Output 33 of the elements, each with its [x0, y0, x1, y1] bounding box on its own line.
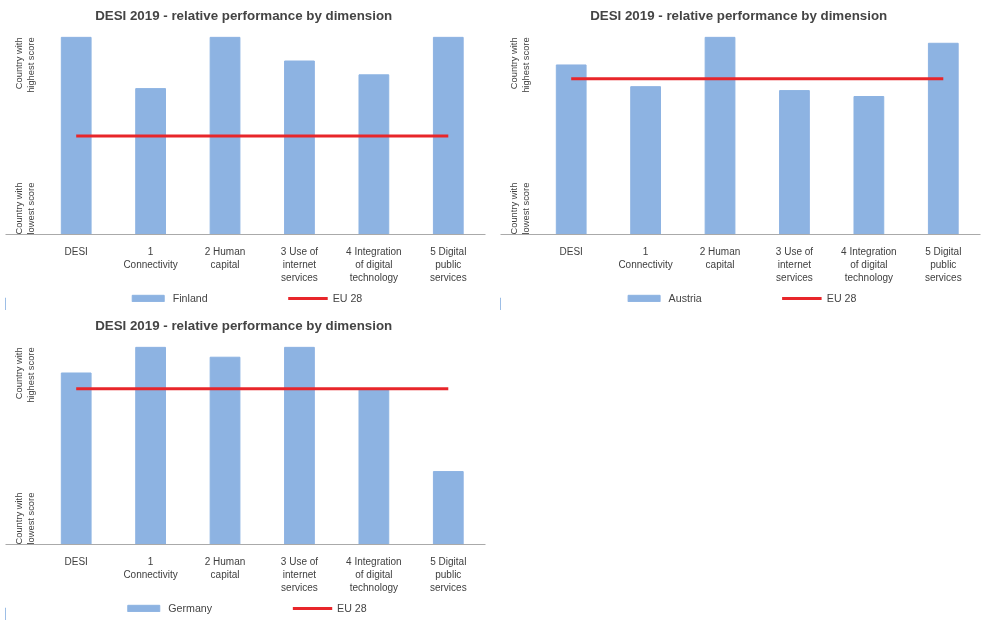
x-tick-label: 5 Digital public services — [429, 555, 467, 593]
x-tick-label: 3 Use of internet services — [775, 245, 814, 283]
annotation: Country with highest score — [508, 37, 531, 93]
x-tick-label: 4 Integration of digital technology — [346, 555, 402, 593]
chart-title: DESI 2019 - relative performance by dimension — [95, 7, 393, 23]
x-tick-label: 3 Use of internet services — [280, 555, 319, 593]
annotation: Country with lowest score — [13, 492, 36, 545]
x-tick-label: 4 Integration of digital technology — [346, 245, 402, 283]
annotation: Country with highest score — [13, 347, 36, 403]
legend-label: EU 28 — [337, 601, 367, 614]
x-tick-label: 4 Integration of digital technology — [841, 245, 897, 283]
annotation: Country with lowest score — [508, 182, 531, 235]
x-tick-label: 2 Human capital — [699, 245, 741, 270]
x-tick-label: 5 Digital public services — [924, 245, 962, 283]
x-tick-label: DESI — [64, 555, 88, 567]
x-tick-label: 3 Use of internet services — [280, 245, 319, 283]
x-tick-label: 1 Connectivity — [618, 245, 673, 270]
legend-label: EU 28 — [826, 291, 857, 304]
legend-label: Germany — [168, 601, 213, 614]
x-tick-label: DESI — [64, 245, 88, 257]
x-tick-label: 5 Digital public services — [429, 245, 467, 283]
chart-title: DESI 2019 - relative performance by dimension — [95, 317, 393, 333]
chart-title: DESI 2019 - relative performance by dimension — [590, 7, 888, 23]
x-tick-label: 2 Human capital — [204, 555, 246, 580]
annotation: Country with lowest score — [13, 182, 36, 235]
x-tick-label: 1 Connectivity — [123, 555, 178, 580]
legend-label: Finland — [172, 291, 208, 304]
legend-label: Austria — [668, 291, 702, 304]
x-tick-label: 2 Human capital — [204, 245, 246, 270]
x-tick-label: 1 Connectivity — [123, 245, 178, 270]
annotation: Country with highest score — [13, 37, 36, 93]
x-tick-label: DESI — [559, 245, 583, 257]
legend-label: EU 28 — [332, 291, 363, 304]
